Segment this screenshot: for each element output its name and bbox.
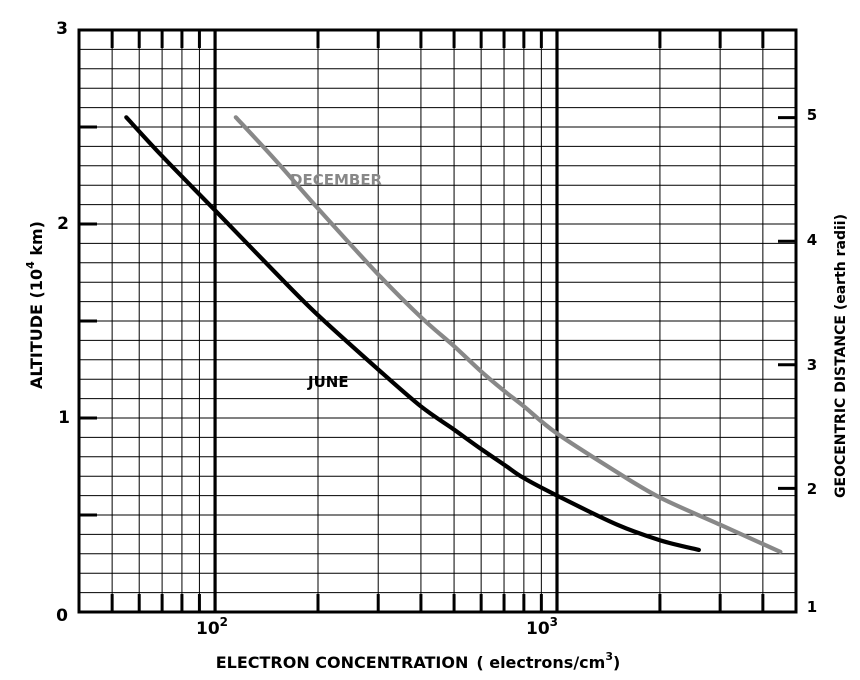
x-axis-title-unit: ( electrons/cm xyxy=(476,653,605,672)
right-tick-label-1: 1 xyxy=(807,598,817,616)
left-tick-label-2: 2 xyxy=(57,214,69,234)
y-axis-left-title-prefix: ALTITUDE (10 xyxy=(27,269,46,389)
x-axis-title-unit-close: ) xyxy=(613,653,620,672)
right-tick-label-3: 3 xyxy=(807,356,817,374)
x-tick-label-100: 102 xyxy=(196,615,228,639)
right-tick-label-4: 4 xyxy=(807,231,817,249)
y-axis-left-title-suffix: km) xyxy=(27,221,46,261)
series-layer xyxy=(124,115,783,554)
series-label-june: JUNE xyxy=(307,373,349,391)
right-tick-label-5: 5 xyxy=(807,106,817,124)
plot-frame xyxy=(77,28,798,614)
x-axis-title-unit-sup: 3 xyxy=(605,650,613,663)
x-tick-base-100: 10 xyxy=(196,619,220,639)
series-line-december xyxy=(233,115,783,554)
left-tick-label-0: 0 xyxy=(56,606,68,626)
major-grid xyxy=(213,30,559,612)
left-tick-label-3: 3 xyxy=(56,19,68,39)
x-axis-title: ELECTRON CONCENTRATION ( electrons/cm3) xyxy=(216,650,621,672)
series-line-june xyxy=(124,115,701,552)
series-label-december: DECEMBER xyxy=(290,171,383,189)
x-tick-exp-1000: 3 xyxy=(550,615,558,629)
x-tick-base-1000: 10 xyxy=(526,619,550,639)
y-axis-right-title: GEOCENTRIC DISTANCE (earth radii) xyxy=(833,214,849,498)
minor-grid xyxy=(78,30,797,612)
x-tick-exp-100: 2 xyxy=(220,615,228,629)
y-axis-left-title: ALTITUDE (104 km) xyxy=(24,221,46,389)
y-axis-left-title-sup: 4 xyxy=(24,261,37,269)
left-tick-label-1: 1 xyxy=(58,408,70,428)
tick-marks xyxy=(77,30,798,612)
x-axis-title-main: ELECTRON CONCENTRATION xyxy=(216,653,469,672)
x-tick-label-1000: 103 xyxy=(526,615,558,639)
right-tick-label-2: 2 xyxy=(807,480,817,498)
